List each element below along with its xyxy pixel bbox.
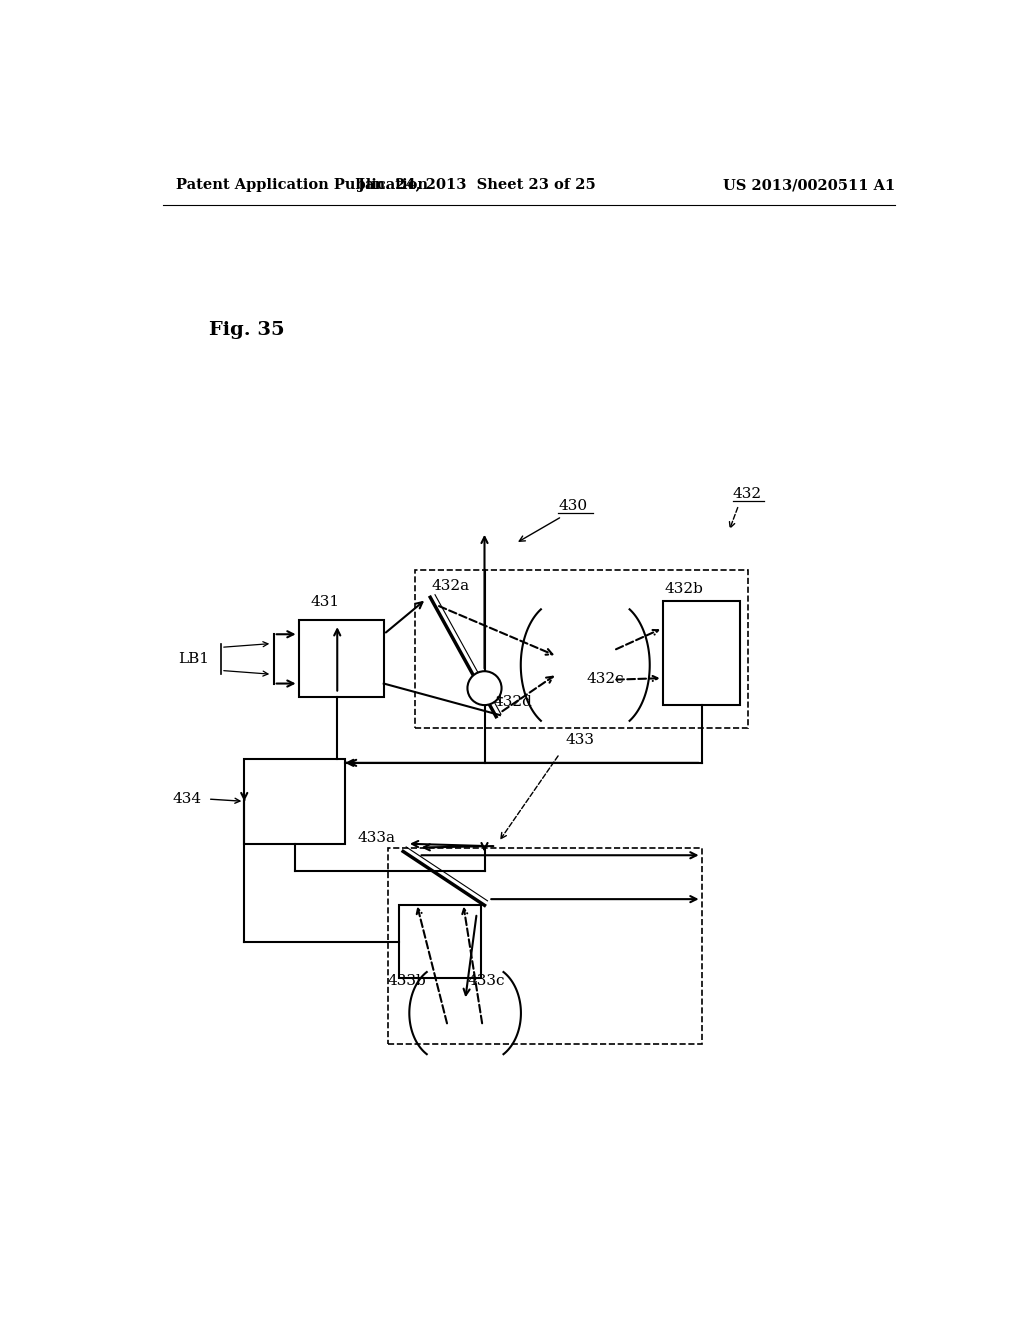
Bar bbox=[388, 847, 701, 1044]
Text: LB1: LB1 bbox=[178, 652, 209, 665]
Text: 433c: 433c bbox=[467, 974, 505, 989]
Circle shape bbox=[467, 671, 502, 705]
Bar bbox=[245, 759, 345, 843]
Text: 432a: 432a bbox=[432, 579, 470, 594]
Text: Fig. 35: Fig. 35 bbox=[209, 321, 285, 339]
Text: 432d: 432d bbox=[494, 694, 532, 709]
Text: 431: 431 bbox=[310, 595, 339, 609]
Bar bbox=[663, 601, 740, 705]
Text: 430: 430 bbox=[558, 499, 587, 512]
Bar bbox=[299, 620, 384, 697]
Bar bbox=[415, 570, 748, 729]
Text: 433: 433 bbox=[566, 734, 595, 747]
Bar bbox=[399, 906, 480, 978]
Text: US 2013/0020511 A1: US 2013/0020511 A1 bbox=[723, 178, 895, 193]
Text: 434: 434 bbox=[172, 792, 202, 807]
Text: 432b: 432b bbox=[665, 582, 703, 595]
Text: 432: 432 bbox=[732, 487, 762, 502]
Text: Patent Application Publication: Patent Application Publication bbox=[176, 178, 428, 193]
Text: Jan. 24, 2013  Sheet 23 of 25: Jan. 24, 2013 Sheet 23 of 25 bbox=[357, 178, 596, 193]
Text: 432c: 432c bbox=[587, 672, 625, 686]
Text: 433b: 433b bbox=[388, 974, 426, 989]
Text: 433a: 433a bbox=[357, 832, 395, 845]
